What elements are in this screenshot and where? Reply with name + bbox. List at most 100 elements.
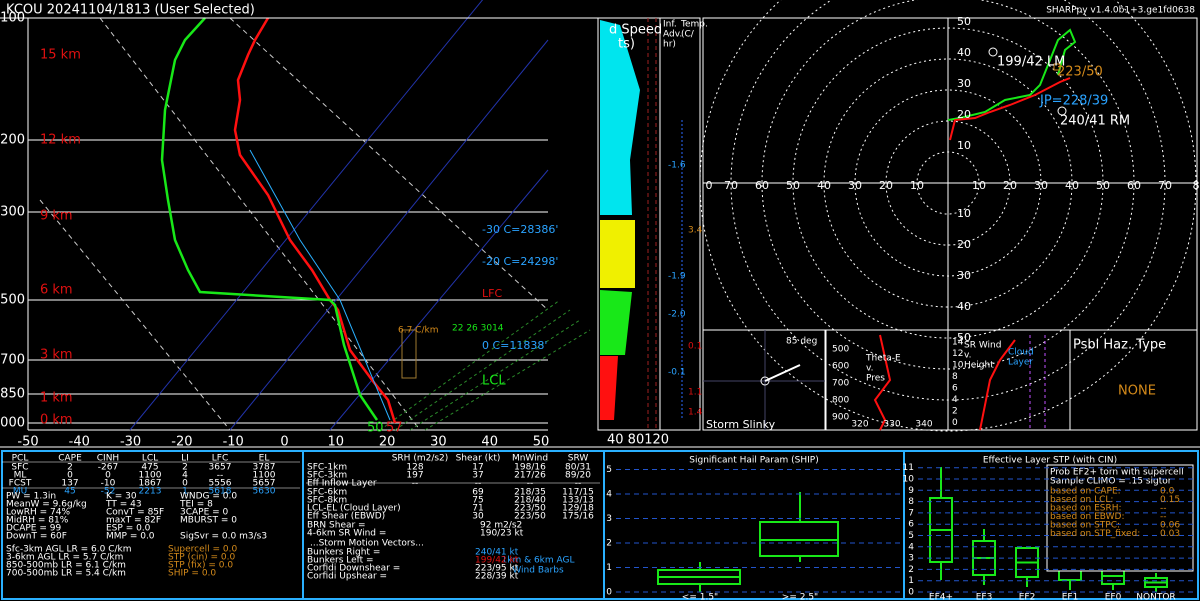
inflow-value: 1.4	[688, 408, 703, 418]
ship-ytick: 1	[606, 563, 612, 573]
thermo-cell: 1867	[139, 479, 162, 489]
kin-cell: Eff Inflow Layer	[307, 479, 377, 489]
thermo-cell: 1100	[139, 471, 162, 481]
thermo-lapse: 700-500mb LR = 5.4 C/km	[6, 569, 126, 579]
srwind-legend: Cloud	[1008, 348, 1034, 358]
thermo-cell: --	[217, 471, 224, 481]
stp-ytick: 0	[908, 588, 914, 598]
thermo-index: ConvT = 85F	[106, 508, 164, 518]
hodograph	[699, 0, 1198, 432]
barbs: 1km & 6km AGL	[502, 556, 575, 566]
srwind-height: 12	[952, 349, 963, 359]
stp-ytick: 3	[908, 554, 914, 564]
skewt-frame	[27, 0, 591, 431]
thermo-composite: STP (fix) = 0.0	[168, 561, 233, 571]
inflow-value: 0.1	[688, 342, 702, 352]
thermo-lapse: Sfc-3km AGL LR = 6.0 C/km	[6, 545, 132, 555]
motion: 228/39 kt	[475, 572, 519, 582]
thermo-index: PW = 1.3in	[6, 492, 56, 502]
stp-based: 0.15	[1160, 495, 1180, 505]
stp-category: EF1	[1062, 593, 1079, 601]
stp-based: based on EBWD:	[1050, 512, 1125, 522]
pressure-label: 200	[0, 133, 25, 148]
temp-label: -50	[17, 435, 38, 450]
hodo-label: 0	[706, 179, 713, 192]
temp-label: 0	[280, 435, 288, 450]
height-label: 9 km	[40, 209, 73, 224]
hodo-label: 20	[957, 108, 971, 121]
slinky-angle: 85 deg	[786, 337, 817, 347]
thermo-index: SigSvr = 0.0 m3/s3	[180, 532, 267, 542]
thermo-index: DownT = 60F	[6, 532, 67, 542]
wind-title: d Speed	[609, 23, 662, 38]
temp-label: -30	[120, 435, 141, 450]
pressure-label: 700	[0, 353, 25, 368]
temp-label: 10	[328, 435, 345, 450]
ship-ytick: 2	[606, 539, 612, 549]
kin-header: SRW	[568, 454, 589, 464]
hodo-label: 40	[957, 46, 971, 59]
thermo-index: 3CAPE = 0	[180, 508, 229, 518]
stp-ytick: 1	[908, 576, 914, 586]
motion: Bunkers Left =	[307, 556, 374, 566]
thermo-cell: 2	[182, 463, 188, 473]
lapse: 6.7 C/km	[398, 326, 438, 336]
thermo-header: PCL	[12, 454, 29, 464]
stp-based: based on STP_fixed:	[1050, 529, 1140, 539]
temp-label: -10	[223, 435, 244, 450]
thermo-cell: 0	[105, 471, 111, 481]
hodo-label: 40	[1065, 179, 1079, 192]
thermo-cell: 137	[61, 479, 78, 489]
stp-based: 0.0	[1160, 487, 1175, 497]
kin-header: SRH (m2/s2)	[392, 454, 449, 464]
hodo-label: 8	[1193, 179, 1200, 192]
height-label: 15 km	[40, 48, 81, 63]
level-label: 0 C=11838'	[482, 339, 547, 352]
thermo-header: EL	[259, 454, 270, 464]
hodo-label: 20	[957, 238, 971, 251]
pressure-label: 500	[0, 293, 25, 308]
thermo-cell: 1100	[253, 471, 276, 481]
level-label: LCL	[482, 374, 506, 389]
hodo-label: 10	[910, 179, 924, 192]
stp-based: based on ESRH:	[1050, 504, 1122, 514]
thermo-index: WNDG = 0.0	[180, 492, 237, 502]
kin-cell: Eff Shear (EBWD)	[307, 512, 385, 522]
hodo-label: 10	[972, 179, 986, 192]
kin-cell: 218/35	[514, 488, 546, 498]
hodo-label: 30	[957, 77, 971, 90]
hodo-label: 10	[957, 207, 971, 220]
srwind-height: 2	[952, 407, 958, 417]
thermo-cell: 5618	[209, 487, 232, 497]
thermo-composite: STP (cin) = 0.0	[168, 553, 236, 563]
thermo-cell: -52	[101, 487, 116, 497]
height-label: 3 km	[40, 348, 73, 363]
kin-cell: 75	[472, 496, 483, 506]
thermo-cell: 3787	[253, 463, 276, 473]
stp-category: EF2	[1019, 593, 1036, 601]
inflow-title: Adv.	[663, 30, 682, 40]
inflow-value: -1.6	[668, 161, 686, 171]
theta-pres: 900	[832, 413, 849, 423]
stp-ytick: 5	[908, 531, 914, 541]
kin-cell: SFC-6km	[307, 488, 347, 498]
thermo-cell: -10	[101, 479, 116, 489]
level-label: -30 C=28386'	[482, 223, 558, 236]
srwind-title: SR Wind	[964, 341, 1001, 351]
kin-cell: 223/50	[514, 504, 546, 514]
thermo-cell: 475	[141, 463, 158, 473]
ship-ytick: 3	[606, 514, 612, 524]
stp-ytick: 10	[903, 475, 915, 485]
kin-cell: 223/50	[514, 512, 546, 522]
thermo-index: MBURST = 0	[180, 516, 237, 526]
thermo-composite: Supercell = 0.0	[168, 545, 238, 555]
pressure-label: 100	[0, 11, 25, 26]
stp-whisker	[973, 529, 995, 585]
stp-based: based on STPC:	[1050, 521, 1120, 531]
hodo-label: 50	[1096, 179, 1110, 192]
wind-ticks: 40 80120	[607, 433, 669, 448]
stp-based: 0.03	[1160, 529, 1180, 539]
kin-cell: 71	[472, 504, 483, 514]
height-label: 1 km	[40, 391, 73, 406]
stp-ytick: 9	[908, 486, 914, 496]
